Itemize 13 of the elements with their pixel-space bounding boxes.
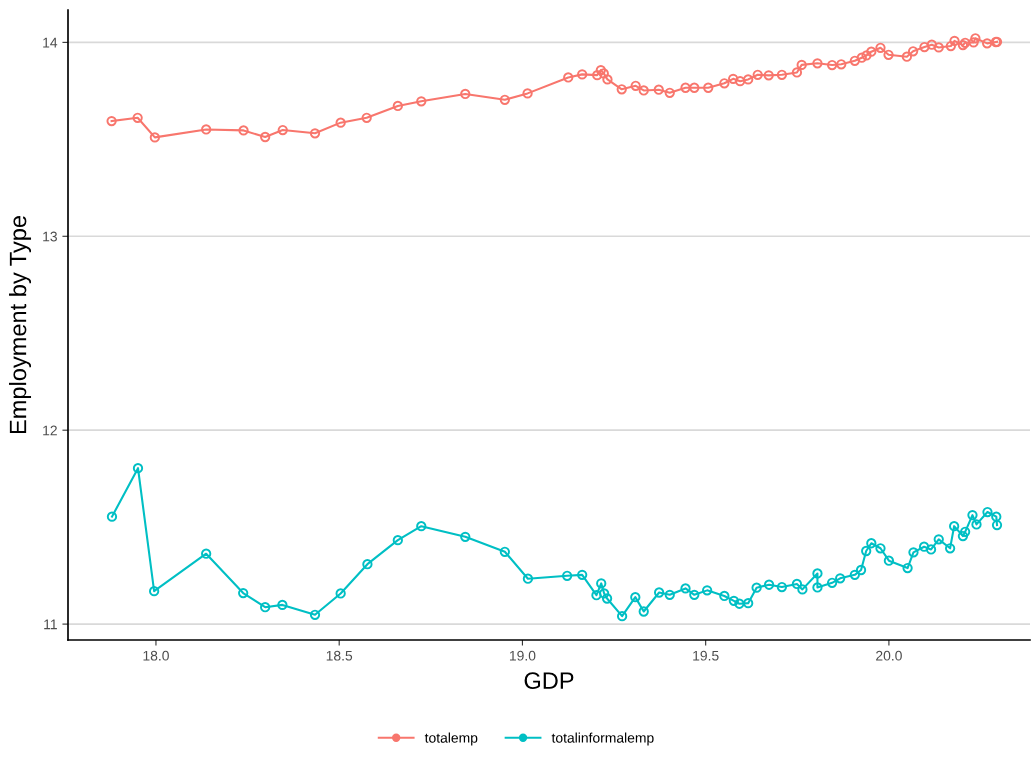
x-axis-title: GDP	[524, 672, 574, 690]
x-tick-label: 18.5	[326, 650, 353, 661]
x-tick-label: 18.0	[143, 650, 169, 661]
y-axis-title: Employment by Type	[9, 216, 32, 434]
x-tick-label: 19.0	[509, 650, 536, 661]
y-tick-label: 13	[43, 231, 57, 242]
y-tick-label: 12	[43, 425, 57, 436]
legend-label: totalemp	[424, 732, 478, 746]
x-tick-label: 20.0	[876, 650, 902, 661]
legend-label: totalinformalemp	[551, 732, 654, 746]
y-tick-label: 14	[43, 37, 58, 48]
y-tick-label: 11	[44, 619, 57, 630]
x-tick-label: 19.5	[693, 650, 719, 661]
